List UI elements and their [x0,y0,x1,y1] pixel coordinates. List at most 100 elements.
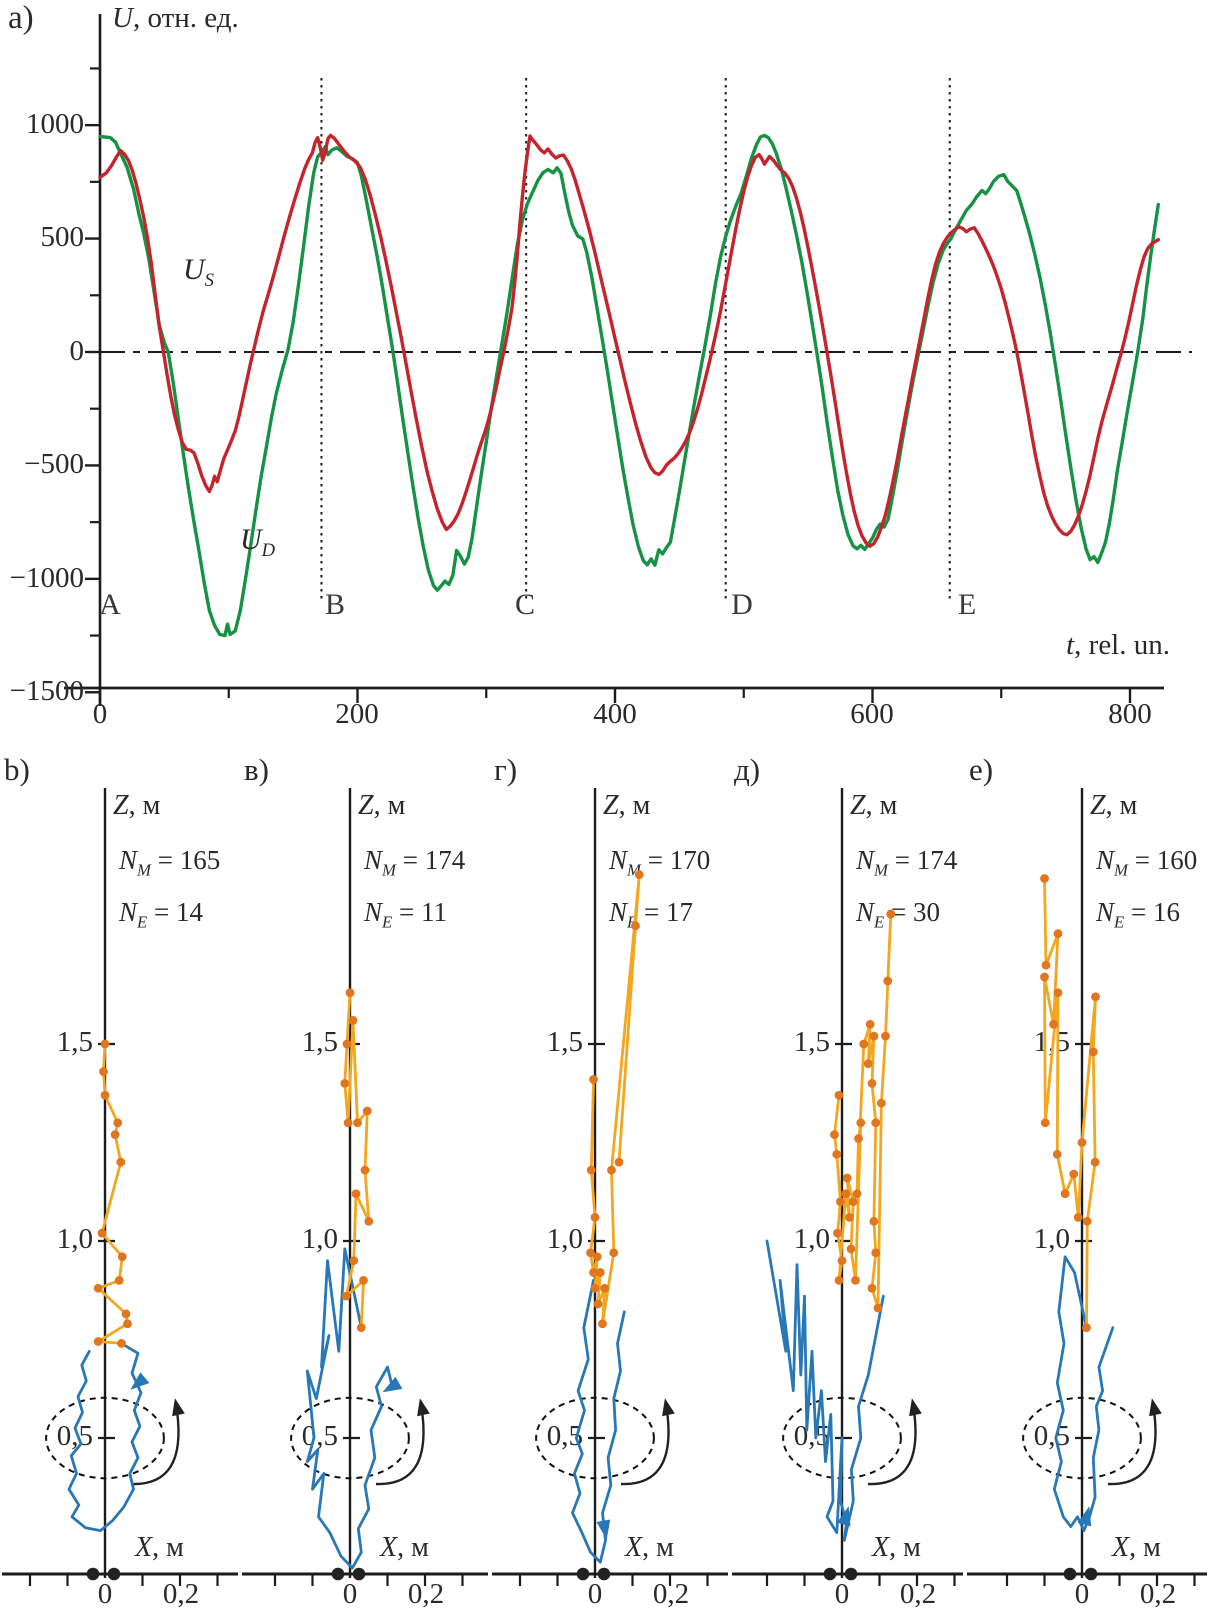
orange-marker-dot [93,1283,103,1293]
orange-marker-dot [343,1118,353,1128]
orange-marker-dot [1041,960,1051,970]
orange-marker-dot [1082,1323,1091,1333]
orange-marker-dot [113,1118,123,1128]
x-axis-title: t, rel. un. [1018,629,1170,662]
x-axis-title-panel: X, м [872,1532,921,1563]
orange-marker-dot [846,1244,856,1254]
orange-marker-dot [609,1248,619,1258]
z-tick-label: 1,0 [56,1223,93,1255]
rotation-arrowhead-icon [662,1398,675,1417]
blue-trajectory [571,1279,626,1564]
x-tick-label-0: 0 [1074,1578,1090,1610]
orange-marker-dot [852,1189,862,1199]
n-e-value: NE = 11 [364,897,447,932]
orange-marker-dot [845,1212,854,1222]
orange-marker-dot [348,1015,358,1025]
z-tick-label: 1,5 [793,1026,830,1058]
phase-letter-A: A [99,588,121,621]
orange-marker-dot [598,1319,607,1329]
x-tick-label-0: 0 [834,1578,850,1610]
orange-marker-dot [1077,1138,1087,1147]
us-curve-label: US [183,253,214,291]
trajectory-panel-b [2,788,238,1586]
orange-marker-dot [595,1268,605,1277]
orange-marker-dot [1073,1212,1083,1222]
panel-label-2: в) [244,752,269,787]
n-m-value: NM = 174 [856,845,958,880]
orange-marker-dot [349,1256,359,1266]
phase-letter-C: C [514,588,535,621]
ud-curve-label: UD [240,523,276,561]
x-tick-label-0: 0 [342,1578,358,1610]
vortex-ellipse [45,1396,165,1480]
orange-marker-dot [869,1216,879,1226]
orange-marker-dot [837,1256,847,1266]
x-tick-600: 600 [850,698,894,730]
blue-trajectory [1052,1255,1115,1532]
blue-arrowhead-icon [382,1376,403,1393]
rotation-arrow [620,1410,670,1486]
z-tick-label: 1,0 [546,1223,583,1255]
phase-letter-D: D [731,588,753,621]
orange-marker-dot [841,1189,851,1199]
orange-marker-dot [362,1106,372,1116]
axis-dot-right [1084,1567,1098,1581]
rotation-arrow [867,1410,917,1486]
orange-trajectory [1043,877,1097,1330]
y-tick-0: 0 [69,335,85,367]
axis-dot-left [86,1567,100,1581]
orange-marker-dot [871,1118,881,1128]
orange-marker-dot [590,1212,600,1222]
orange-marker-dot [1040,972,1049,982]
n-m-value: NM = 160 [1096,845,1198,880]
trajectory-panel-е [967,788,1207,1586]
orange-marker-dot [97,1228,107,1238]
orange-marker-dot [359,1276,368,1285]
axis-dot-right [107,1567,121,1581]
x-axis-symbol: t [1066,629,1075,661]
orange-marker-dot [856,1118,866,1128]
y-tick-1000: 1000 [26,108,84,140]
panel-label-1: b) [4,752,30,787]
us-curve [98,133,1161,548]
orange-marker-dot [1082,1216,1092,1226]
orange-marker-dot [871,1248,881,1258]
y-tick-500: 500 [40,221,85,253]
orange-marker-dot [364,1216,374,1226]
blue-arrowhead-icon [130,1372,150,1390]
y-tick--500: −500 [24,448,84,480]
axis-dot-left [576,1567,590,1581]
orange-marker-dot [863,1059,873,1069]
orange-marker-dot [99,1067,108,1076]
orange-marker-dot [859,1039,869,1049]
n-e-value: NE = 14 [119,897,203,932]
axis-dot-left [823,1567,837,1581]
orange-marker-dot [631,921,640,931]
orange-marker-dot [114,1276,124,1285]
rotation-arrowhead-icon [172,1398,185,1417]
trajectory-panel-в [242,788,488,1586]
n-e-value: NE = 16 [1096,897,1180,932]
y-tick--1500: −1500 [9,675,84,707]
orange-marker-dot [830,1130,839,1140]
panel-label-4: д) [734,752,761,787]
vortex-ellipse [1022,1396,1142,1480]
orange-marker-dot [586,1248,595,1258]
rotation-arrow [1107,1410,1157,1486]
orange-marker-dot [353,1118,362,1128]
orange-marker-dot [832,1149,842,1159]
x-axis-title-panel: X, м [135,1532,184,1563]
n-e-value: NE = 17 [609,897,693,932]
orange-marker-dot [851,1276,860,1285]
orange-marker-dot [1053,929,1063,939]
panel-label-5: е) [969,752,994,787]
x-axis-title-panel: X, м [1112,1532,1161,1563]
blue-arrowhead-icon [836,1506,851,1527]
orange-marker-dot [873,1303,883,1313]
orange-marker-dot [834,1090,844,1100]
orange-trajectory [343,991,371,1330]
rotation-arrow [130,1410,180,1486]
orange-marker-dot [342,1039,352,1049]
orange-marker-dot [93,1337,103,1346]
x-axis-units: , rel. un. [1074,629,1170,661]
